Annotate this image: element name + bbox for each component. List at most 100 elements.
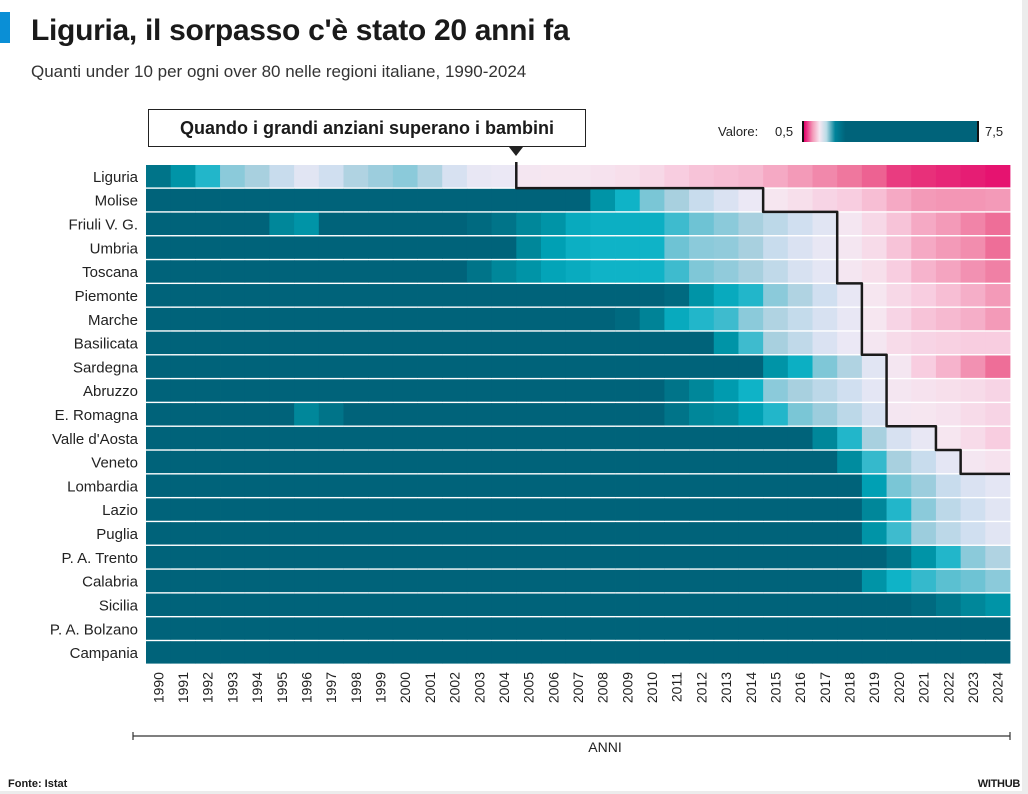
heatmap-cell bbox=[195, 307, 221, 331]
heatmap-cell bbox=[195, 522, 221, 545]
heatmap-cell bbox=[565, 474, 591, 497]
heatmap-cell bbox=[787, 236, 813, 259]
heatmap-cell bbox=[689, 403, 715, 426]
heatmap-cell bbox=[911, 331, 937, 355]
heatmap-cell bbox=[713, 188, 739, 212]
heatmap-cell bbox=[318, 188, 344, 212]
heatmap-cell bbox=[146, 498, 172, 521]
threshold-line bbox=[515, 162, 1010, 476]
heatmap-cell bbox=[985, 403, 1011, 426]
heatmap-cell bbox=[146, 450, 172, 474]
year-label: 2006 bbox=[545, 672, 561, 703]
heatmap-cell bbox=[392, 331, 418, 355]
heatmap-cell bbox=[689, 450, 715, 474]
heatmap-cell bbox=[220, 165, 246, 188]
row-label: Toscana bbox=[82, 264, 139, 281]
heatmap-cell bbox=[269, 355, 295, 378]
heatmap-cell bbox=[590, 260, 616, 283]
heatmap-cell bbox=[491, 617, 517, 640]
heatmap-cell bbox=[565, 355, 591, 378]
heatmap-cell bbox=[960, 522, 986, 545]
heatmap-cell bbox=[540, 545, 567, 569]
year-label: 2021 bbox=[916, 672, 932, 703]
heatmap-cell bbox=[911, 212, 937, 236]
heatmap-cell bbox=[615, 641, 641, 664]
heatmap-cell bbox=[318, 307, 344, 331]
heatmap-cell bbox=[812, 522, 838, 545]
heatmap-cell bbox=[689, 307, 715, 331]
heatmap-cell bbox=[960, 379, 986, 402]
heatmap-cell bbox=[960, 331, 986, 355]
heatmap-cell bbox=[540, 450, 567, 474]
heatmap-cell bbox=[615, 403, 641, 426]
heatmap-cell bbox=[639, 307, 665, 331]
heatmap-cell bbox=[763, 284, 789, 307]
heatmap-cell bbox=[343, 450, 369, 474]
heatmap-cell bbox=[935, 474, 962, 497]
heatmap-cell bbox=[491, 593, 517, 616]
heatmap-cell bbox=[318, 331, 344, 355]
heatmap-cell bbox=[590, 545, 616, 569]
heatmap-cell bbox=[985, 474, 1011, 497]
heatmap-cell bbox=[466, 498, 492, 521]
heatmap-cell bbox=[713, 165, 739, 188]
heatmap-cell bbox=[985, 355, 1011, 378]
page-border bbox=[1022, 0, 1028, 794]
heatmap-cell bbox=[763, 212, 789, 236]
heatmap-cell bbox=[220, 188, 246, 212]
row-label: Friuli V. G. bbox=[69, 217, 138, 234]
heatmap-cell bbox=[540, 593, 567, 616]
heatmap-cell bbox=[837, 617, 863, 640]
heatmap-cell bbox=[466, 545, 492, 569]
heatmap-cell bbox=[565, 545, 591, 569]
heatmap-cell bbox=[886, 284, 912, 307]
heatmap-cell bbox=[170, 450, 196, 474]
heatmap-cell bbox=[368, 260, 394, 283]
heatmap-cell bbox=[368, 165, 394, 188]
heatmap-cell bbox=[146, 641, 172, 664]
x-axis-title: ANNI bbox=[588, 739, 621, 755]
heatmap-cell bbox=[861, 307, 887, 331]
heatmap-cell bbox=[195, 593, 221, 616]
heatmap-cell bbox=[565, 379, 591, 402]
heatmap-cell bbox=[442, 188, 468, 212]
heatmap-cell bbox=[318, 260, 344, 283]
heatmap-cell bbox=[318, 522, 344, 545]
heatmap-cell bbox=[689, 617, 715, 640]
heatmap-cell bbox=[689, 498, 715, 521]
heatmap-cell bbox=[417, 498, 443, 521]
heatmap-cell bbox=[689, 284, 715, 307]
row-label: Puglia bbox=[96, 526, 138, 543]
heatmap-cell bbox=[540, 307, 567, 331]
heatmap-cell bbox=[615, 593, 641, 616]
heatmap-cell bbox=[689, 236, 715, 259]
heatmap-cell bbox=[516, 355, 542, 378]
heatmap-cell bbox=[417, 260, 443, 283]
heatmap-cell bbox=[392, 545, 418, 569]
heatmap-cell bbox=[565, 260, 591, 283]
heatmap-cell bbox=[911, 522, 937, 545]
heatmap-cell bbox=[812, 188, 838, 212]
heatmap-cell bbox=[368, 569, 394, 593]
heatmap-cell bbox=[170, 593, 196, 616]
heatmap-cell bbox=[368, 474, 394, 497]
heatmap-cell bbox=[763, 522, 789, 545]
heatmap-cell bbox=[417, 617, 443, 640]
heatmap-cell bbox=[664, 307, 690, 331]
heatmap-cell bbox=[812, 165, 838, 188]
heatmap-cell bbox=[738, 593, 764, 616]
heatmap-cell bbox=[664, 545, 690, 569]
heatmap-cell bbox=[837, 569, 863, 593]
heatmap-cell bbox=[269, 593, 295, 616]
heatmap-cell bbox=[664, 236, 690, 259]
heatmap-cell bbox=[713, 284, 739, 307]
heatmap-cell bbox=[244, 545, 270, 569]
heatmap-cell bbox=[146, 403, 172, 426]
heatmap-cell bbox=[689, 331, 715, 355]
heatmap-cell bbox=[294, 212, 320, 236]
year-label: 2003 bbox=[471, 672, 487, 703]
heatmap-cell bbox=[244, 426, 270, 450]
heatmap-cell bbox=[368, 188, 394, 212]
heatmap-cell bbox=[639, 426, 665, 450]
heatmap-cell bbox=[491, 236, 517, 259]
